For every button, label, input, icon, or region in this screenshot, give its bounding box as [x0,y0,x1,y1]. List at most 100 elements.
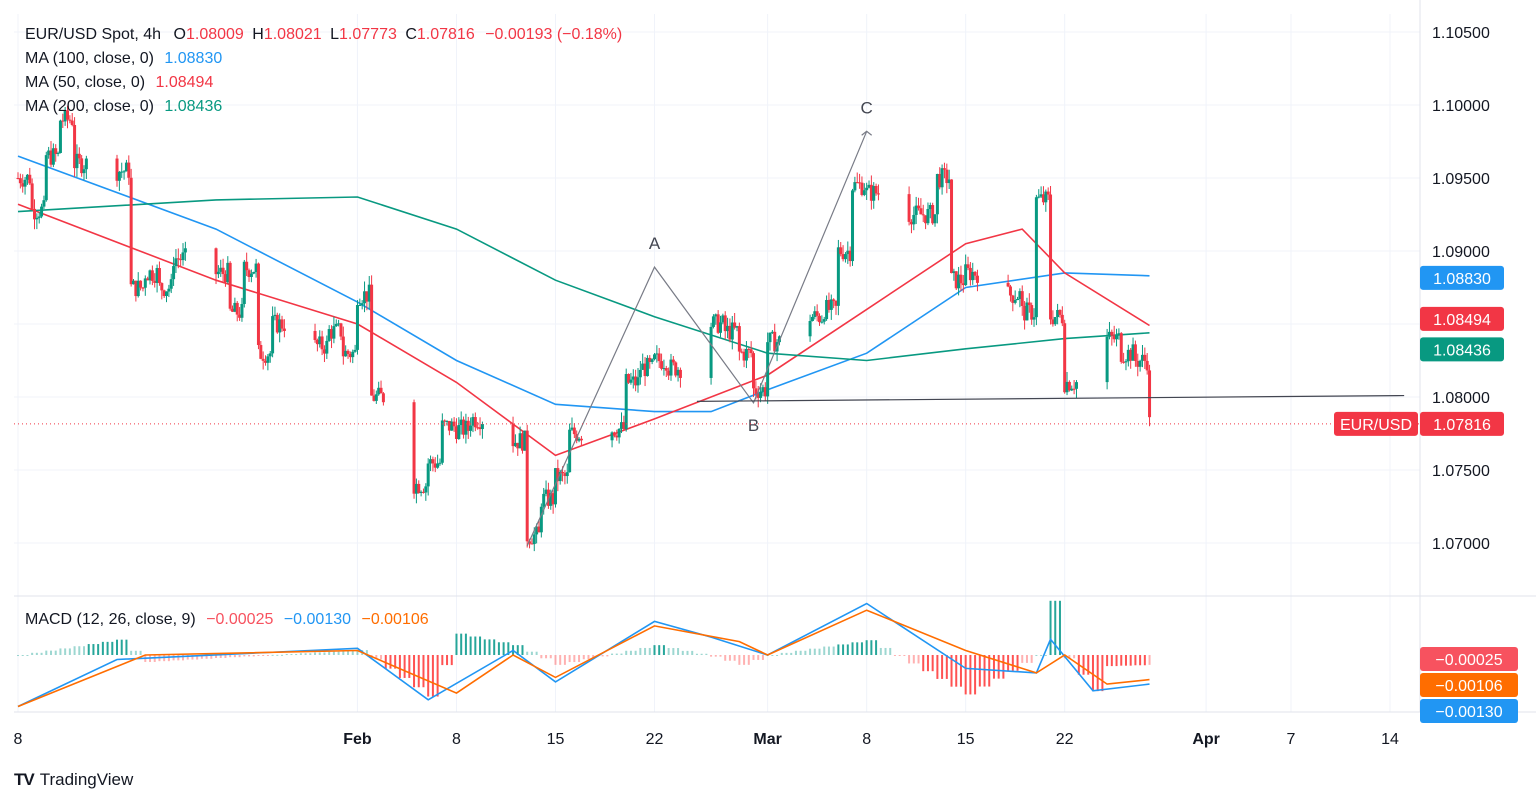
macd-histogram-bar [563,655,566,665]
candle-body [1056,309,1060,318]
macd-histogram-bar [969,655,972,695]
macd-histogram-bar [464,633,467,655]
candle-body [523,430,527,451]
candle-body [669,359,673,376]
macd-histogram-bar [922,655,925,672]
candle-body [565,472,569,477]
macd-histogram-bar [757,655,760,660]
macd-histogram-bar [78,646,81,655]
candle-body [44,155,48,201]
macd-line-value: −0.00130 [283,611,352,628]
macd-histogram-bar [172,655,175,661]
macd-histogram-bar [394,655,397,669]
macd-histogram-bar [526,651,529,655]
price-tick-label: 1.09500 [1432,171,1490,188]
time-axis[interactable]: 8 Feb 8 15 22 Mar 8 15 22 Apr 7 14 [14,731,1399,748]
macd-histogram-bar [813,648,816,655]
candle-body [1039,194,1043,197]
candle-body [1063,323,1067,393]
macd-histogram-bar [912,655,915,664]
candle-body [839,247,843,255]
candle-body [35,217,39,220]
candle-body [733,322,737,328]
candle-body [1046,191,1050,195]
macd-histogram-bar [35,652,38,655]
close-value: 1.07816 [416,26,475,43]
candle-body [139,280,143,288]
candle-body [1115,334,1119,340]
candle-body [1070,388,1074,391]
candle-body [822,319,826,322]
candle-body [528,541,532,544]
macd-histogram-bar [450,655,453,666]
price-label-text: 1.08436 [1433,342,1491,359]
macd-histogram-bar [1143,655,1146,666]
candle-body [577,438,581,441]
candle-body [553,468,557,505]
candle-body [1133,344,1137,361]
macd-histogram-bar [535,651,538,655]
macd-histogram-bar [620,653,623,655]
candle-body [245,261,249,271]
candle-body [678,369,682,378]
candle-body [735,326,739,328]
candle-body [30,183,34,209]
candle-body [641,363,645,370]
macd-histogram-bar [893,655,896,656]
macd-histogram-bar [196,655,199,660]
macd-histogram-bar [177,655,180,661]
tradingview-logo[interactable]: TV TradingView [14,770,133,790]
candle-body [516,442,520,449]
ma200-value: 1.08436 [164,98,223,115]
macd-histogram-bar [540,655,543,659]
macd-histogram-bar [1002,655,1005,679]
candle-body [322,349,326,354]
macd-histogram-bar [64,648,67,655]
candle-body [933,214,937,224]
candle-body [820,321,824,323]
macd-histogram-bar [658,645,661,655]
macd-histogram-bar [761,655,764,660]
macd-histogram-bar [191,655,194,660]
macd-histogram-bar [398,655,401,678]
candle-body [421,491,425,493]
macd-histogram-bar [719,655,722,657]
macd-histogram-bar [116,639,119,655]
time-tick-label: Apr [1192,731,1220,748]
macd-histogram-bar [50,650,53,655]
macd-histogram-bar [328,651,331,655]
price-axis[interactable]: 1.070001.075001.080001.085001.090001.095… [1334,25,1518,723]
candle-body [579,438,583,441]
ma100-line [17,155,1150,413]
macd-histogram-bar [1025,655,1028,663]
macd-histogram-bar [790,652,793,655]
macd-histogram-bar [549,655,552,659]
candle-body [273,314,277,317]
candle-body [862,190,866,195]
candle-body [148,270,152,281]
candle-body [723,315,727,332]
candle-body [254,263,258,272]
macd-histogram-bar [1054,600,1057,655]
macd-histogram-bar [653,645,656,655]
candle-body [907,194,911,222]
candle-body [143,278,147,288]
candle-body [747,348,751,350]
candle-body [129,177,133,285]
candle-body [1119,333,1123,362]
candle-body [657,353,661,362]
candle-body [1143,354,1147,361]
candle-body [846,250,850,255]
close-label: C [405,26,417,43]
macd-histogram-bar [1115,655,1118,667]
candle-body [1041,194,1045,203]
macd-histogram-bar [794,650,797,655]
candle-body [412,402,416,494]
macd-histogram-bar [568,655,571,663]
candle-body [183,248,187,253]
candle-body [1023,305,1027,321]
candle-body [721,315,725,323]
candle-body [1032,317,1036,320]
